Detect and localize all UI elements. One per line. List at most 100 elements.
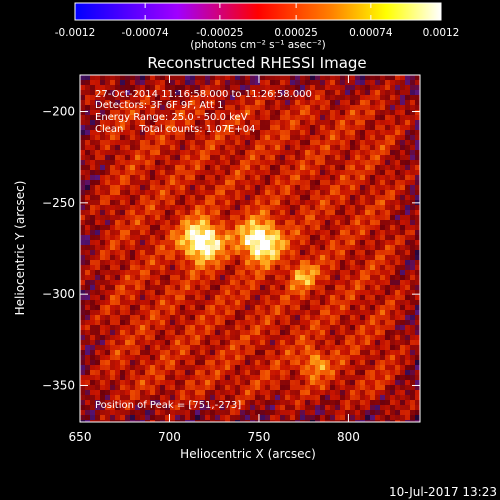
heatmap-cell bbox=[390, 365, 395, 370]
heatmap-cell bbox=[385, 90, 390, 95]
heatmap-cell bbox=[330, 75, 335, 80]
heatmap-cell bbox=[320, 280, 325, 285]
heatmap-cell bbox=[185, 205, 190, 210]
heatmap-cell bbox=[340, 270, 345, 275]
heatmap-cell bbox=[100, 155, 105, 160]
heatmap-cell bbox=[310, 340, 315, 345]
heatmap-cell bbox=[325, 415, 330, 420]
heatmap-cell bbox=[160, 380, 165, 385]
heatmap-cell bbox=[310, 220, 315, 225]
heatmap-cell bbox=[220, 115, 225, 120]
heatmap-cell bbox=[300, 300, 305, 305]
heatmap-cell bbox=[165, 120, 170, 125]
heatmap-cell bbox=[320, 150, 325, 155]
heatmap-cell bbox=[250, 130, 255, 135]
heatmap-cell bbox=[325, 405, 330, 410]
heatmap-cell bbox=[235, 170, 240, 175]
heatmap-cell bbox=[330, 195, 335, 200]
heatmap-cell bbox=[110, 315, 115, 320]
heatmap-cell bbox=[290, 345, 295, 350]
heatmap-cell bbox=[195, 275, 200, 280]
heatmap-cell bbox=[400, 80, 405, 85]
heatmap-cell bbox=[345, 275, 350, 280]
heatmap-cell bbox=[150, 285, 155, 290]
heatmap-cell bbox=[245, 135, 250, 140]
heatmap-cell bbox=[90, 250, 95, 255]
heatmap-cell bbox=[290, 190, 295, 195]
heatmap-cell bbox=[195, 270, 200, 275]
heatmap-cell bbox=[135, 125, 140, 130]
heatmap-cell bbox=[155, 420, 160, 422]
heatmap-cell bbox=[200, 75, 205, 80]
heatmap-cell bbox=[360, 335, 365, 340]
heatmap-cell bbox=[415, 205, 420, 210]
heatmap-cell bbox=[345, 305, 350, 310]
heatmap-cell bbox=[120, 240, 125, 245]
heatmap-cell bbox=[205, 380, 210, 385]
heatmap-cell bbox=[265, 145, 270, 150]
heatmap-cell bbox=[125, 290, 130, 295]
heatmap-cell bbox=[180, 100, 185, 105]
heatmap-cell bbox=[235, 415, 240, 420]
heatmap-cell bbox=[190, 355, 195, 360]
heatmap-cell bbox=[220, 380, 225, 385]
heatmap-cell bbox=[310, 260, 315, 265]
heatmap-cell bbox=[105, 285, 110, 290]
heatmap-cell bbox=[140, 250, 145, 255]
heatmap-cell bbox=[390, 345, 395, 350]
heatmap-cell bbox=[355, 105, 360, 110]
heatmap-cell bbox=[240, 185, 245, 190]
heatmap-cell bbox=[405, 160, 410, 165]
heatmap-cell bbox=[405, 245, 410, 250]
heatmap-cell bbox=[285, 330, 290, 335]
heatmap-cell bbox=[300, 150, 305, 155]
heatmap-cell bbox=[375, 325, 380, 330]
heatmap-cell bbox=[330, 380, 335, 385]
heatmap-cell bbox=[285, 170, 290, 175]
heatmap-cell bbox=[330, 310, 335, 315]
heatmap-cell bbox=[190, 190, 195, 195]
heatmap-cell bbox=[370, 195, 375, 200]
heatmap-cell bbox=[125, 265, 130, 270]
heatmap-cell bbox=[365, 190, 370, 195]
heatmap-cell bbox=[285, 125, 290, 130]
heatmap-cell bbox=[155, 330, 160, 335]
heatmap-cell bbox=[275, 315, 280, 320]
heatmap-cell bbox=[150, 365, 155, 370]
heatmap-cell bbox=[315, 265, 320, 270]
heatmap-cell bbox=[305, 240, 310, 245]
heatmap-cell bbox=[285, 300, 290, 305]
heatmap-cell bbox=[150, 180, 155, 185]
heatmap-cell bbox=[100, 125, 105, 130]
heatmap-cell bbox=[300, 250, 305, 255]
heatmap-cell bbox=[125, 170, 130, 175]
heatmap-cell bbox=[285, 105, 290, 110]
heatmap-cell bbox=[120, 385, 125, 390]
heatmap-cell bbox=[345, 380, 350, 385]
heatmap-cell bbox=[110, 400, 115, 405]
heatmap-cell bbox=[85, 105, 90, 110]
heatmap-cell bbox=[125, 80, 130, 85]
heatmap-cell bbox=[150, 200, 155, 205]
heatmap-cell bbox=[260, 370, 265, 375]
heatmap-cell bbox=[240, 420, 245, 422]
heatmap-cell bbox=[195, 345, 200, 350]
heatmap-cell bbox=[305, 215, 310, 220]
heatmap-cell bbox=[165, 185, 170, 190]
heatmap-cell bbox=[120, 300, 125, 305]
heatmap-cell bbox=[335, 180, 340, 185]
heatmap-cell bbox=[295, 365, 300, 370]
heatmap-cell bbox=[185, 345, 190, 350]
heatmap-cell bbox=[180, 185, 185, 190]
heatmap-cell bbox=[340, 195, 345, 200]
heatmap-cell bbox=[245, 185, 250, 190]
heatmap-cell bbox=[185, 195, 190, 200]
heatmap-cell bbox=[170, 300, 175, 305]
heatmap-cell bbox=[375, 225, 380, 230]
heatmap-cell bbox=[170, 355, 175, 360]
heatmap-cell bbox=[280, 245, 285, 250]
heatmap-cell bbox=[200, 155, 205, 160]
heatmap-cell bbox=[365, 200, 370, 205]
heatmap-cell bbox=[380, 420, 385, 422]
heatmap-cell bbox=[200, 385, 205, 390]
